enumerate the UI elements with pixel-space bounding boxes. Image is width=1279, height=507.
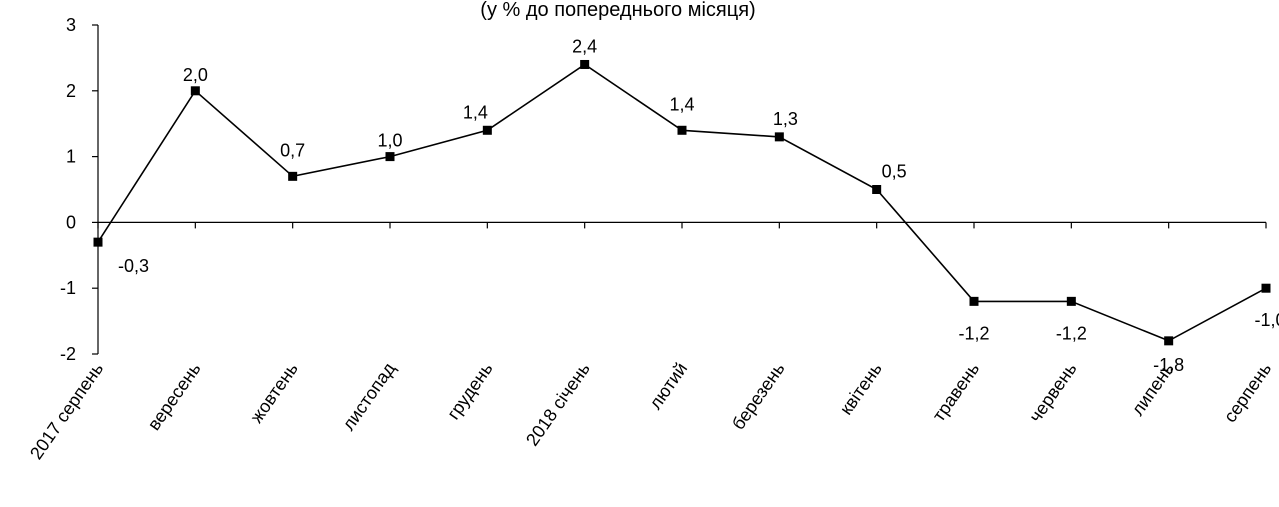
x-tick-label: лютий (645, 359, 691, 413)
data-point (969, 296, 979, 306)
data-label: 1,0 (377, 131, 402, 151)
x-tick-label: березень (728, 359, 789, 434)
data-label: -0,3 (118, 256, 149, 276)
y-tick-label: 0 (66, 212, 76, 232)
data-point (385, 152, 395, 162)
chart-title: (у % до попереднього місяця) (480, 0, 755, 21)
axes: -2 -1 0 1 2 3 2017 серпень вересень жовтень листо… (26, 15, 1275, 463)
data-label: 0,5 (882, 162, 907, 182)
x-tick-label: вересень (144, 359, 205, 434)
x-tick-label: грудень (443, 359, 496, 423)
data-point (1066, 296, 1076, 306)
data-label: 0,7 (280, 140, 305, 160)
data-point (190, 86, 200, 96)
data-point (482, 125, 492, 135)
data-label: -1,2 (1056, 323, 1087, 343)
data-point (93, 237, 103, 247)
data-label: 1,4 (463, 102, 488, 122)
data-label: 1,4 (669, 94, 694, 114)
y-tick-label: 3 (66, 15, 76, 35)
data-point (1164, 336, 1174, 346)
x-tick-label: листопад (338, 358, 399, 434)
y-tick-label: 2 (66, 81, 76, 101)
data-label: 1,3 (773, 109, 798, 129)
data-label: 2,0 (183, 65, 208, 85)
series: -0,3 2,0 0,7 1,0 1,4 2,4 1,4 1,3 0,5 -1,2 -1,2 -1,8… (93, 36, 1279, 375)
data-label: 2,4 (572, 36, 597, 56)
x-tick-label: травень (928, 359, 983, 425)
x-tick-label: 2018 січень (522, 359, 594, 450)
y-tick-label: -2 (60, 344, 76, 364)
data-point (288, 171, 298, 181)
data-point (1261, 283, 1271, 293)
x-tick-label: 2017 серпень (26, 359, 107, 463)
y-tick-label: 1 (66, 147, 76, 167)
data-point (774, 132, 784, 142)
data-label: -1,2 (958, 323, 989, 343)
data-label: -1,8 (1153, 355, 1184, 375)
x-tick-label: серпень (1220, 359, 1275, 426)
data-point (580, 59, 590, 69)
data-point (677, 125, 687, 135)
data-point (872, 185, 882, 194)
x-tick-label: червень (1025, 359, 1080, 426)
data-label: -1,0 (1254, 310, 1279, 330)
y-tick-label: -1 (60, 278, 76, 298)
x-tick-label: квітень (836, 359, 886, 419)
x-tick-label: жовтень (246, 359, 302, 427)
